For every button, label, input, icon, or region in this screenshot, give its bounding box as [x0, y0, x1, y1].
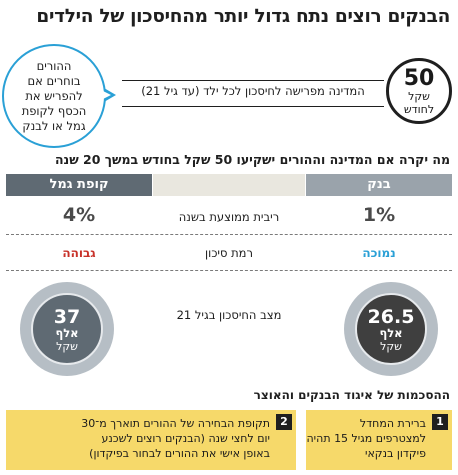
provident-savings-circle: 37 אלף שקל	[31, 293, 103, 365]
divider-line	[122, 106, 384, 107]
risk-row-label: רמת סיכון	[205, 246, 253, 260]
bank-savings-currency: שקל	[380, 340, 402, 353]
column-header-bank: בנק	[306, 174, 452, 196]
state-contribution-text: המדינה מפרישה לחיסכון לכל ילד (עד גיל 21…	[141, 84, 365, 98]
agreement-text: תקופת הבחירה של ההורים תוארך מ־30 יום לח…	[12, 416, 270, 461]
bank-savings-unit: אלף	[379, 326, 403, 340]
bubble-pointer-inner	[103, 91, 111, 99]
agreement-line: תקופת הבחירה של ההורים תוארך מ־30	[81, 417, 270, 430]
divider-line	[122, 80, 384, 81]
agreement-line: פיקדון בנקאי	[364, 447, 426, 460]
monthly-amount-period: לחודש	[403, 103, 435, 116]
agreement-line: ברירת המחדל	[359, 417, 426, 430]
row-divider	[6, 234, 452, 235]
monthly-amount-unit: שקל	[408, 90, 430, 103]
agreement-box-1: 1 ברירת המחדל למצטרפים מגיל 15 תהיה פיקד…	[306, 410, 452, 470]
bank-risk-value: נמוכה	[362, 246, 396, 260]
bank-interest-value: 1%	[362, 204, 396, 226]
provident-savings-currency: שקל	[56, 340, 78, 353]
agreement-number-badge: 1	[432, 414, 448, 430]
provident-risk-value: גבוהה	[62, 246, 96, 260]
comparison-subtitle: מה יקרה אם המדינה וההורים ישקיעו 50 שקל …	[54, 152, 450, 167]
column-header-spacer	[153, 174, 305, 196]
provident-savings-value: 37	[53, 306, 81, 328]
agreement-number-badge: 2	[276, 414, 292, 430]
agreement-line: יום לחצי שנה (הבנקים רוצים לשכנע	[101, 432, 271, 445]
bubble-line: גמל או לבנק	[22, 118, 86, 133]
provident-interest-value: 4%	[62, 204, 96, 226]
bubble-line: להפריש את	[25, 88, 83, 103]
agreement-text: ברירת המחדל למצטרפים מגיל 15 תהיה פיקדון…	[306, 416, 427, 461]
parents-choice-bubble: ההורים בוחרים אם להפריש את הכסף לקופת גמ…	[2, 44, 106, 148]
interest-row-label: ריבית ממוצעת בשנה	[178, 210, 280, 224]
bank-savings-value: 26.5	[367, 306, 415, 328]
provident-savings-unit: אלף	[55, 326, 79, 340]
bubble-line: ההורים	[36, 58, 72, 73]
bank-savings-circle: 26.5 אלף שקל	[355, 293, 427, 365]
agreement-line: למצטרפים מגיל 15 תהיה	[306, 432, 427, 445]
savings-row-label: מצב החיסכון בגיל 21	[176, 308, 282, 322]
agreement-box-2: 2 תקופת הבחירה של ההורים תוארך מ־30 יום …	[6, 410, 296, 470]
monthly-amount-value: 50	[403, 66, 435, 91]
monthly-amount-badge: 50 שקל לחודש	[386, 58, 452, 124]
row-divider	[6, 270, 452, 271]
agreements-title: ההסכמות של איגוד הבנקים והאוצר	[253, 388, 450, 402]
agreement-line: באופן אישי את ההורים לבחור בפיקדון)	[89, 447, 270, 460]
page-title: הבנקים רוצים נתח גדול יותר מהחיסכון של ה…	[36, 6, 450, 27]
bubble-line: הכסף לקופת	[21, 103, 87, 118]
column-header-provident: קופת גמל	[6, 174, 152, 196]
bubble-line: בוחרים אם	[27, 73, 81, 88]
